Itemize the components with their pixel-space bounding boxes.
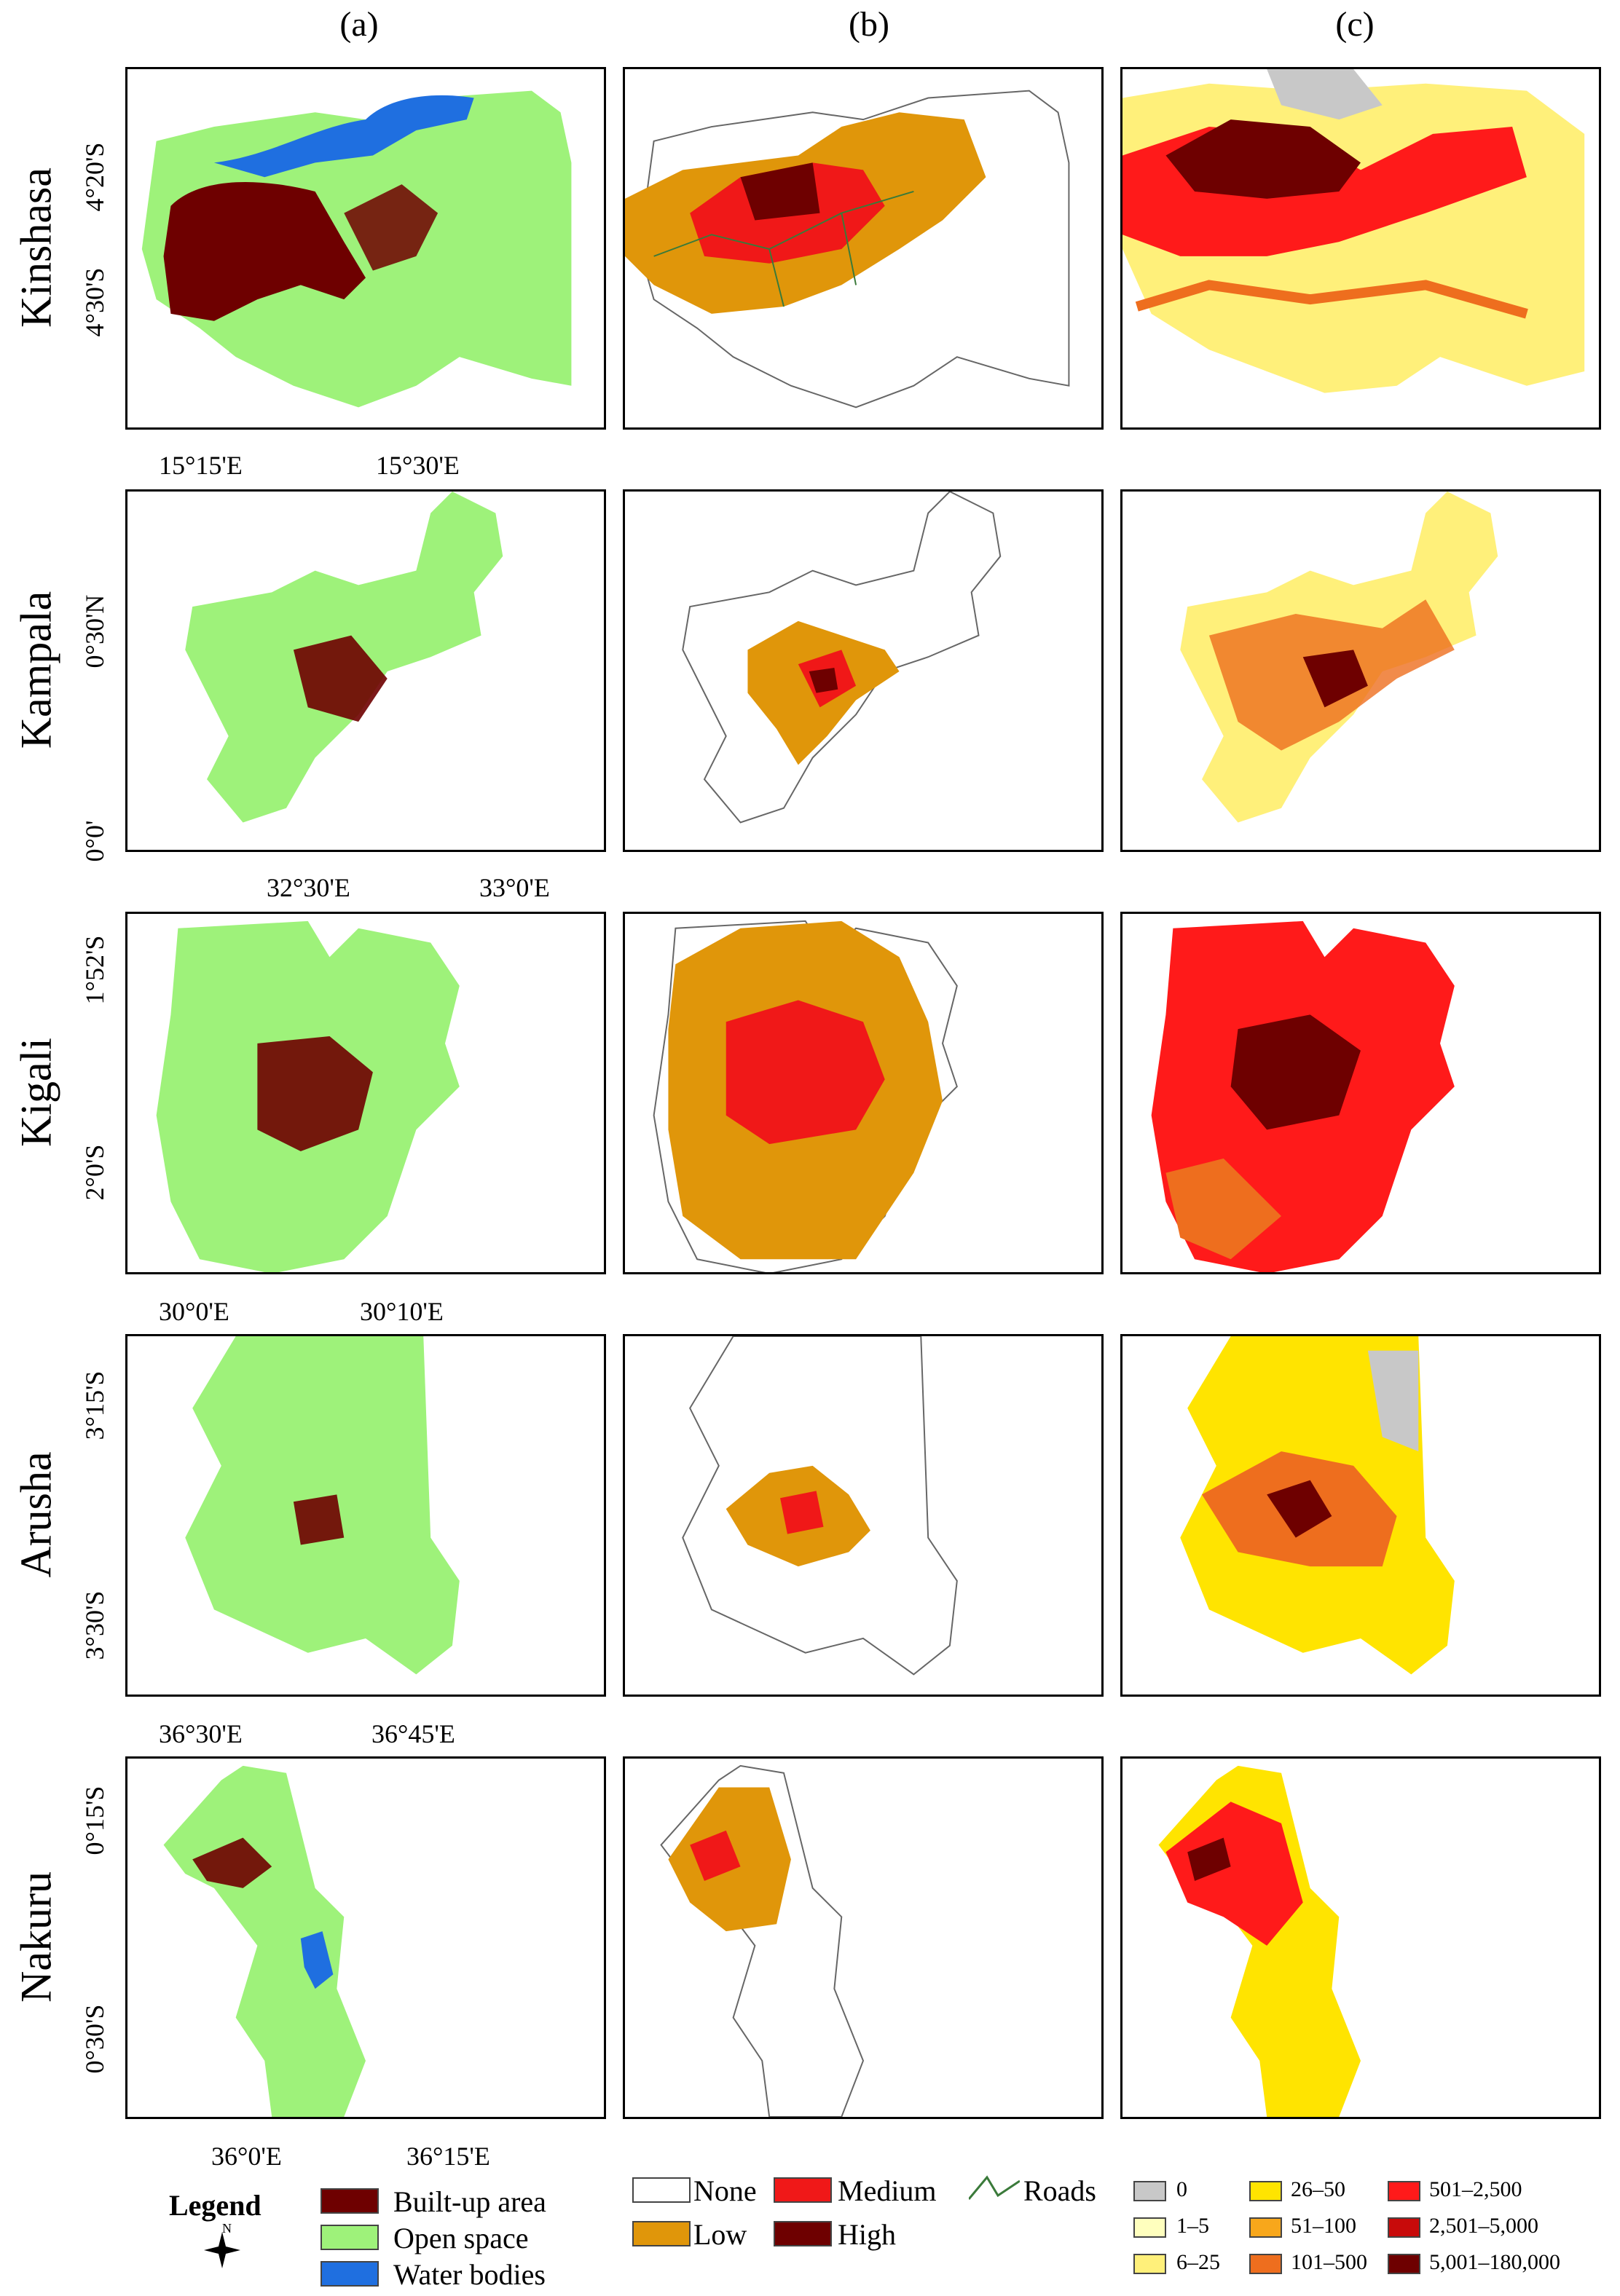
column-header-b: (b) bbox=[849, 5, 889, 44]
north-arrow-icon bbox=[204, 2232, 240, 2268]
city-label-arusha: Arusha bbox=[12, 1451, 60, 1578]
legend-label-pop-1: 1–5 bbox=[1176, 2214, 1209, 2238]
lon-tick-nakuru-1: 36°0'E bbox=[211, 2142, 282, 2171]
lat-tick-nakuru-1: 0°15'S bbox=[80, 1786, 109, 1855]
legend-label-pop-2: 6–25 bbox=[1176, 2250, 1220, 2274]
city-label-kampala: Kampala bbox=[12, 591, 60, 749]
legend-title: Legend bbox=[169, 2189, 262, 2222]
map-kigali-landcover bbox=[125, 912, 606, 1274]
map-kampala-population bbox=[1120, 489, 1601, 852]
map-kampala-landcover bbox=[125, 489, 606, 852]
lat-tick-kigali-1: 1°52'S bbox=[80, 935, 109, 1005]
legend-swatch-water bbox=[321, 2261, 379, 2287]
lon-tick-arusha-1: 36°30'E bbox=[159, 1719, 243, 1748]
legend-swatch-pop-6 bbox=[1388, 2181, 1420, 2201]
lat-tick-kinshasa-2: 4°30'S bbox=[80, 267, 109, 337]
column-header-c: (c) bbox=[1335, 5, 1375, 44]
lat-tick-arusha-1: 3°15'S bbox=[80, 1370, 109, 1440]
lon-tick-kigali-1: 30°0'E bbox=[159, 1297, 229, 1326]
lon-tick-kinshasa-1: 15°15'E bbox=[159, 451, 243, 480]
map-nakuru-density bbox=[623, 1756, 1104, 2119]
lat-tick-kigali-2: 2°0'S bbox=[80, 1144, 109, 1201]
legend-swatch-low bbox=[632, 2221, 691, 2246]
lon-tick-arusha-2: 36°45'E bbox=[371, 1719, 455, 1748]
lon-tick-kampala-2: 33°0'E bbox=[479, 873, 550, 902]
lat-tick-kampala-1: 0°30'N bbox=[80, 594, 109, 668]
legend-label-built-up: Built-up area bbox=[393, 2185, 546, 2218]
legend-label-none: None bbox=[693, 2174, 757, 2207]
legend-label-open-space: Open space bbox=[393, 2222, 529, 2254]
map-kinshasa-density bbox=[623, 67, 1104, 430]
legend-swatch-pop-7 bbox=[1388, 2217, 1420, 2238]
city-label-kinshasa: Kinshasa bbox=[12, 167, 60, 328]
legend-label-high: High bbox=[838, 2218, 896, 2251]
legend-label-pop-8: 5,001–180,000 bbox=[1429, 2250, 1560, 2274]
map-arusha-population bbox=[1120, 1334, 1601, 1697]
lat-tick-arusha-2: 3°30'S bbox=[80, 1590, 109, 1660]
legend-swatch-pop-3 bbox=[1249, 2181, 1282, 2201]
lon-tick-kigali-2: 30°10'E bbox=[360, 1297, 444, 1326]
map-kigali-population bbox=[1120, 912, 1601, 1274]
legend-label-pop-3: 26–50 bbox=[1291, 2177, 1345, 2201]
city-label-nakuru: Nakuru bbox=[12, 1871, 60, 2003]
legend-swatch-high bbox=[774, 2221, 832, 2246]
legend-swatch-pop-5 bbox=[1249, 2254, 1282, 2274]
legend-label-pop-6: 501–2,500 bbox=[1429, 2177, 1522, 2201]
legend-label-low: Low bbox=[693, 2218, 747, 2251]
legend-swatch-none bbox=[632, 2177, 691, 2203]
lon-tick-nakuru-2: 36°15'E bbox=[406, 2142, 490, 2171]
legend-label-pop-4: 51–100 bbox=[1291, 2214, 1356, 2238]
map-kinshasa-landcover bbox=[125, 67, 606, 430]
legend-swatch-medium bbox=[774, 2177, 832, 2203]
map-kampala-density bbox=[623, 489, 1104, 852]
legend-label-water: Water bodies bbox=[393, 2258, 546, 2291]
lon-tick-kampala-1: 32°30'E bbox=[267, 873, 350, 902]
legend-swatch-pop-8 bbox=[1388, 2254, 1420, 2274]
map-arusha-density bbox=[623, 1334, 1104, 1697]
legend-label-roads: Roads bbox=[1023, 2174, 1096, 2207]
legend-swatch-pop-4 bbox=[1249, 2217, 1282, 2238]
legend-swatch-pop-0 bbox=[1133, 2181, 1166, 2201]
city-label-kigali: Kigali bbox=[12, 1038, 60, 1147]
map-kinshasa-population bbox=[1120, 67, 1601, 430]
map-nakuru-population bbox=[1120, 1756, 1601, 2119]
column-header-a: (a) bbox=[339, 5, 379, 44]
roads-icon bbox=[967, 2174, 1021, 2203]
map-arusha-landcover bbox=[125, 1334, 606, 1697]
lat-tick-kinshasa-1: 4°20'S bbox=[80, 142, 109, 212]
north-label: N bbox=[222, 2221, 232, 2236]
legend-label-medium: Medium bbox=[838, 2174, 937, 2207]
map-kigali-density bbox=[623, 912, 1104, 1274]
lon-tick-kinshasa-2: 15°30'E bbox=[376, 451, 460, 480]
map-nakuru-landcover bbox=[125, 1756, 606, 2119]
legend-swatch-pop-1 bbox=[1133, 2217, 1166, 2238]
legend-label-pop-7: 2,501–5,000 bbox=[1429, 2214, 1538, 2238]
lat-tick-kampala-2: 0°0' bbox=[80, 820, 109, 862]
legend-swatch-open-space bbox=[321, 2225, 379, 2250]
legend-label-pop-5: 101–500 bbox=[1291, 2250, 1367, 2274]
legend-swatch-built-up bbox=[321, 2188, 379, 2214]
legend-swatch-pop-2 bbox=[1133, 2254, 1166, 2274]
lat-tick-nakuru-2: 0°30'S bbox=[80, 2004, 109, 2074]
legend-label-pop-0: 0 bbox=[1176, 2177, 1187, 2201]
